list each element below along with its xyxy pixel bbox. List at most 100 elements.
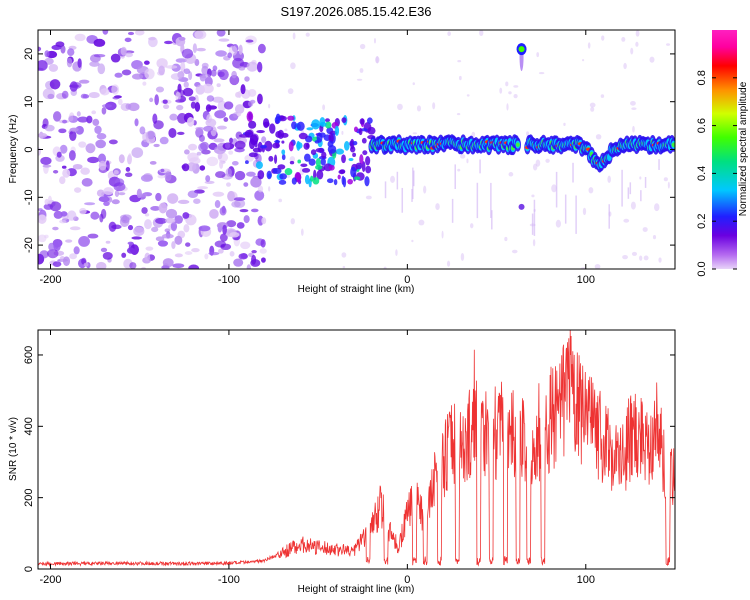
faint-blob bbox=[630, 201, 636, 210]
faint-blob bbox=[268, 103, 271, 109]
noise-blob bbox=[206, 156, 219, 167]
x-tick-label: 100 bbox=[577, 274, 595, 286]
faint-blob bbox=[435, 203, 440, 210]
noise-blob bbox=[44, 124, 55, 132]
transition-blob bbox=[315, 157, 322, 167]
noise-blob bbox=[65, 239, 73, 243]
faint-blob bbox=[278, 198, 283, 203]
noise-blob bbox=[199, 165, 206, 171]
noise-blob bbox=[158, 65, 165, 76]
transition-blob bbox=[263, 121, 270, 127]
faint-blob bbox=[532, 163, 538, 171]
snr-frame bbox=[37, 329, 676, 570]
transition-blob bbox=[301, 167, 311, 173]
noise-blob bbox=[225, 168, 232, 177]
y-tick-label: 20 bbox=[23, 48, 35, 60]
transition-blob bbox=[352, 140, 358, 146]
noise-blob bbox=[203, 125, 214, 132]
noise-blob bbox=[169, 113, 178, 121]
noise-blob bbox=[118, 192, 126, 196]
noise-blob bbox=[100, 247, 108, 253]
noise-blob bbox=[90, 211, 100, 220]
noise-blob bbox=[231, 70, 237, 79]
transition-blob bbox=[348, 157, 354, 162]
noise-blob bbox=[141, 266, 147, 269]
noise-blob bbox=[67, 210, 77, 221]
faint-blob bbox=[342, 265, 346, 269]
noise-blob bbox=[209, 208, 219, 219]
noise-blob bbox=[234, 140, 246, 150]
noise-blob bbox=[113, 170, 119, 175]
noise-blob bbox=[185, 242, 191, 247]
noise-blob bbox=[240, 241, 251, 250]
noise-blob bbox=[98, 196, 110, 203]
noise-blob bbox=[149, 160, 157, 165]
noise-blob bbox=[114, 190, 120, 197]
noise-blob bbox=[229, 137, 234, 144]
transition-blob bbox=[316, 132, 323, 143]
streak bbox=[401, 187, 404, 213]
faint-blob bbox=[551, 184, 557, 193]
noise-blob bbox=[246, 264, 251, 269]
transition-blob bbox=[297, 159, 302, 164]
x-tick-label: -200 bbox=[39, 274, 61, 286]
noise-blob bbox=[223, 117, 229, 122]
faint-blob bbox=[666, 43, 671, 46]
noise-blob bbox=[224, 142, 231, 149]
faint-blob bbox=[505, 81, 509, 87]
transition-blob bbox=[252, 147, 261, 153]
noise-blob bbox=[59, 176, 66, 185]
noise-blob bbox=[97, 153, 107, 164]
noise-blob bbox=[212, 191, 225, 197]
faint-blob bbox=[594, 264, 601, 269]
transition-blob bbox=[350, 166, 357, 178]
noise-blob bbox=[181, 48, 194, 59]
noise-blob bbox=[68, 115, 74, 122]
noise-blob bbox=[196, 151, 202, 156]
noise-blob bbox=[234, 170, 246, 181]
snr-ticks: -200 -100 0 100 0 200 400 600 bbox=[23, 330, 675, 586]
faint-blob bbox=[460, 252, 465, 261]
noise-blob bbox=[182, 212, 190, 219]
noise-blob bbox=[53, 240, 61, 252]
faint-blob bbox=[531, 194, 535, 198]
transition-blob bbox=[342, 176, 347, 188]
faint-blob bbox=[412, 132, 418, 135]
faint-blob bbox=[663, 177, 668, 182]
noise-blob bbox=[47, 249, 59, 259]
noise-blob bbox=[162, 258, 174, 268]
transition-blob bbox=[319, 117, 326, 126]
noise-blob bbox=[250, 208, 259, 213]
transition-blob bbox=[304, 153, 311, 162]
faint-blob bbox=[631, 107, 637, 111]
transition-blob bbox=[264, 140, 273, 152]
transition-blob bbox=[266, 170, 272, 180]
noise-blob bbox=[154, 94, 159, 106]
snr-series-line bbox=[38, 330, 675, 567]
noise-blob bbox=[174, 235, 183, 245]
noise-blob bbox=[120, 214, 132, 221]
faint-blob bbox=[341, 130, 344, 135]
noise-blob bbox=[261, 257, 266, 263]
noise-blob bbox=[96, 189, 105, 197]
faint-blob bbox=[588, 187, 594, 194]
faint-blob bbox=[479, 30, 484, 36]
faint-blob bbox=[441, 230, 444, 239]
faint-blob bbox=[290, 218, 295, 225]
noise-blob bbox=[184, 251, 193, 255]
noise-blob bbox=[52, 261, 62, 268]
noise-blob bbox=[156, 58, 168, 69]
transition-blob bbox=[310, 149, 317, 156]
noise-blob bbox=[257, 93, 263, 105]
noise-blob bbox=[49, 201, 62, 212]
streak bbox=[413, 170, 415, 187]
noise-blob bbox=[205, 175, 211, 182]
noise-blob bbox=[44, 50, 50, 58]
noise-blob bbox=[74, 33, 86, 42]
noise-blob bbox=[257, 185, 264, 193]
noise-blob bbox=[246, 171, 256, 177]
transition-blob bbox=[347, 178, 353, 185]
faint-blob bbox=[635, 30, 640, 37]
transition-blob bbox=[287, 115, 295, 121]
